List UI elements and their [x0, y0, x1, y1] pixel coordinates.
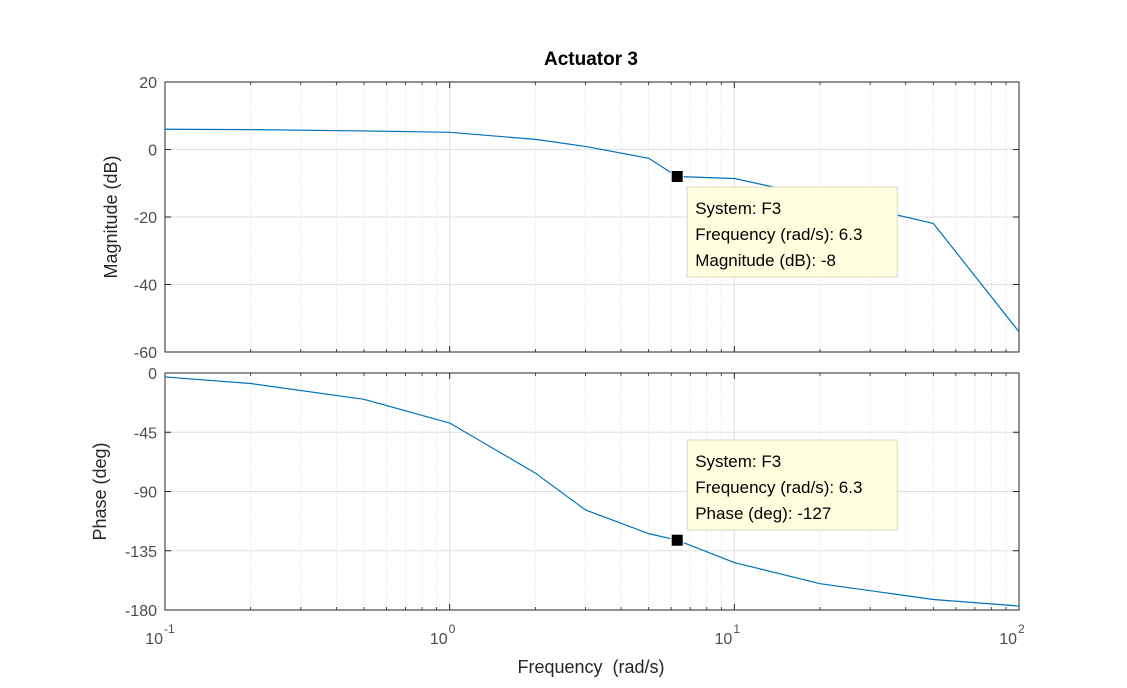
y-tick-label: 20: [139, 75, 157, 92]
y-tick-label: -45: [134, 425, 157, 442]
x-tick-exponent: 1: [733, 622, 740, 636]
datatip-marker[interactable]: [670, 533, 684, 547]
magnitude-datatip[interactable]: System: F3 Frequency (rad/s): 6.3 Magnitud…: [686, 186, 898, 278]
x-tick-exponent: 0: [449, 622, 456, 636]
datatip-line: Magnitude (dB): -8: [695, 251, 836, 270]
datatip-box: [686, 186, 898, 278]
y-tick-label: -180: [125, 603, 157, 620]
datatip-line: Frequency (rad/s): 6.3: [695, 225, 862, 244]
y-tick-label: -60: [134, 345, 157, 362]
y-axis-label: Magnitude (dB): [101, 155, 121, 278]
x-tick-exponent: -1: [164, 622, 175, 636]
x-tick-base: 10: [715, 631, 733, 648]
y-tick-label: -90: [134, 485, 157, 502]
datatip-marker[interactable]: [670, 170, 684, 183]
y-tick-label: -135: [125, 544, 157, 561]
phase-panel: 0 -45 -90 -135 -180 Phase (deg) System: F3 Freq…: [90, 366, 1020, 620]
y-tick-label: 0: [148, 143, 157, 160]
y-tick-label: 0: [148, 366, 157, 383]
datatip-line: System: F3: [695, 452, 781, 471]
y-axis-label: Phase (deg): [90, 442, 110, 540]
phase-curve: [164, 376, 1020, 607]
datatip-line: Frequency (rad/s): 6.3: [695, 478, 862, 497]
x-axis-label: Frequency (rad/s): [517, 657, 664, 677]
x-tick-base: 10: [145, 631, 163, 648]
y-tick-label: -40: [134, 278, 157, 295]
axes-box: [164, 372, 1020, 611]
datatip-line: Phase (deg): -127: [695, 504, 831, 523]
magnitude-panel: 20 0 -20 -40 -60 Magnitude (dB) System: F3 Freq…: [101, 75, 1020, 362]
phase-datatip[interactable]: System: F3 Frequency (rad/s): 6.3 Phase (d…: [686, 439, 898, 531]
x-tick-base: 10: [999, 631, 1017, 648]
x-tick-exponent: 2: [1018, 622, 1025, 636]
chart-title: Actuator 3: [544, 49, 638, 70]
axes-box: [164, 81, 1020, 353]
datatip-box: [686, 439, 898, 531]
y-tick-label: -20: [134, 210, 157, 227]
datatip-line: System: F3: [695, 199, 781, 218]
x-tick-base: 10: [430, 631, 448, 648]
